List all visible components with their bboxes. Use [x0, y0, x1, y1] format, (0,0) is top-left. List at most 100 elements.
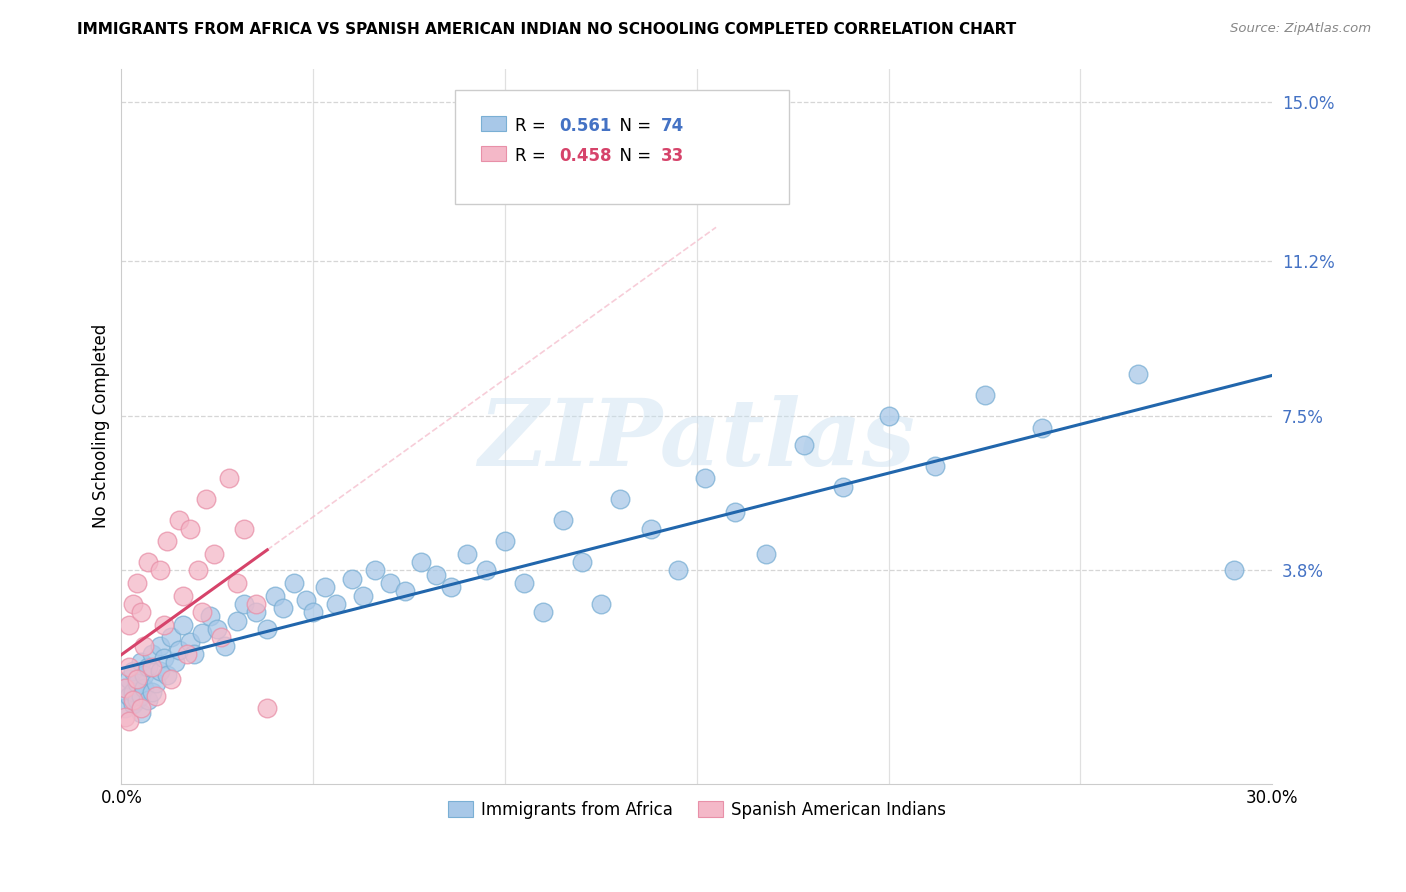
Point [256, 622, 278, 636]
Point [136, 659, 159, 673]
Point [191, 626, 214, 640]
Point [640, 522, 662, 536]
Text: N =: N = [609, 147, 657, 165]
Point [118, 689, 141, 703]
Point [122, 698, 145, 712]
Point [264, 589, 287, 603]
Point [283, 576, 305, 591]
Point [513, 576, 536, 591]
Point [114, 701, 136, 715]
Point [125, 576, 148, 591]
Point [172, 589, 194, 603]
Point [378, 576, 401, 591]
Point [149, 563, 172, 577]
Point [118, 672, 141, 686]
Point [666, 563, 689, 577]
Point [218, 471, 240, 485]
Point [118, 714, 141, 728]
Point [314, 580, 336, 594]
Point [149, 664, 172, 678]
Point [141, 647, 163, 661]
Point [125, 693, 148, 707]
Point [114, 681, 136, 695]
Point [136, 555, 159, 569]
Point [214, 639, 236, 653]
Point [198, 609, 221, 624]
Point [551, 513, 574, 527]
Point [571, 555, 593, 569]
Point [394, 584, 416, 599]
Text: 0.458: 0.458 [558, 147, 612, 165]
Point [209, 631, 232, 645]
Point [456, 547, 478, 561]
Point [233, 522, 256, 536]
Point [165, 656, 187, 670]
Point [136, 693, 159, 707]
Point [114, 681, 136, 695]
Point [129, 689, 152, 703]
Point [152, 617, 174, 632]
Point [207, 622, 229, 636]
Point [152, 651, 174, 665]
Text: R =: R = [515, 147, 551, 165]
Text: ZIPatlas: ZIPatlas [478, 395, 915, 485]
Point [129, 605, 152, 619]
Point [409, 555, 432, 569]
Point [156, 668, 179, 682]
Text: 33: 33 [661, 147, 685, 165]
Point [425, 567, 447, 582]
Point [1223, 563, 1246, 577]
Point [294, 592, 316, 607]
Point [531, 605, 554, 619]
Point [118, 659, 141, 673]
Point [693, 471, 716, 485]
Point [156, 534, 179, 549]
Point [494, 534, 516, 549]
Point [202, 547, 225, 561]
Point [134, 681, 156, 695]
FancyBboxPatch shape [456, 90, 789, 204]
Point [440, 580, 463, 594]
Point [1031, 421, 1053, 435]
Point [149, 639, 172, 653]
Point [924, 458, 946, 473]
Point [194, 492, 217, 507]
Point [352, 589, 374, 603]
Point [973, 388, 995, 402]
Point [831, 480, 853, 494]
Point [1126, 367, 1149, 381]
Point [325, 597, 347, 611]
Point [363, 563, 385, 577]
Y-axis label: No Schooling Completed: No Schooling Completed [93, 324, 110, 528]
Text: R =: R = [515, 117, 551, 135]
Point [183, 647, 205, 661]
Point [793, 438, 815, 452]
Point [122, 664, 145, 678]
Point [145, 689, 167, 703]
Point [145, 676, 167, 690]
FancyBboxPatch shape [481, 145, 506, 161]
Point [724, 505, 747, 519]
Point [191, 605, 214, 619]
Point [167, 643, 190, 657]
Point [256, 701, 278, 715]
Point [755, 547, 778, 561]
Point [122, 684, 145, 698]
Point [233, 597, 256, 611]
Point [589, 597, 612, 611]
Point [134, 668, 156, 682]
Point [118, 617, 141, 632]
Point [129, 701, 152, 715]
Point [125, 676, 148, 690]
Point [167, 513, 190, 527]
Text: 0.561: 0.561 [558, 117, 612, 135]
FancyBboxPatch shape [481, 116, 506, 131]
Point [122, 693, 145, 707]
Point [141, 659, 163, 673]
Point [125, 672, 148, 686]
Point [877, 409, 900, 423]
Point [225, 614, 247, 628]
Point [179, 522, 201, 536]
Text: N =: N = [609, 117, 657, 135]
Point [179, 634, 201, 648]
